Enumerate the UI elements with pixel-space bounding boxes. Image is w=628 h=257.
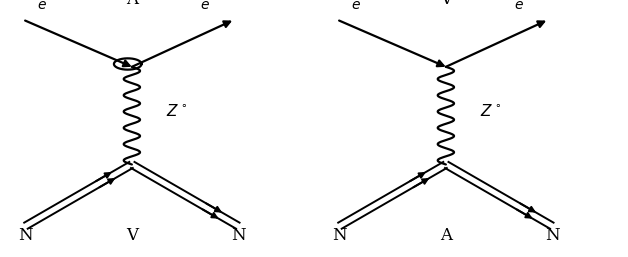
Text: $e^-$: $e^-$	[37, 0, 57, 13]
Text: N: N	[545, 227, 560, 244]
Text: N: N	[332, 227, 347, 244]
Text: N: N	[231, 227, 246, 244]
Text: A: A	[126, 0, 138, 8]
Text: $Z^\circ$: $Z^\circ$	[166, 103, 187, 118]
Text: $Z^\circ$: $Z^\circ$	[480, 103, 501, 118]
Text: $e^-$: $e^-$	[351, 0, 371, 13]
Text: $e^-$: $e^-$	[200, 0, 220, 13]
Text: V: V	[440, 0, 452, 8]
Text: V: V	[126, 227, 138, 244]
Text: $e^-$: $e^-$	[514, 0, 534, 13]
Text: N: N	[18, 227, 33, 244]
Text: A: A	[440, 227, 452, 244]
